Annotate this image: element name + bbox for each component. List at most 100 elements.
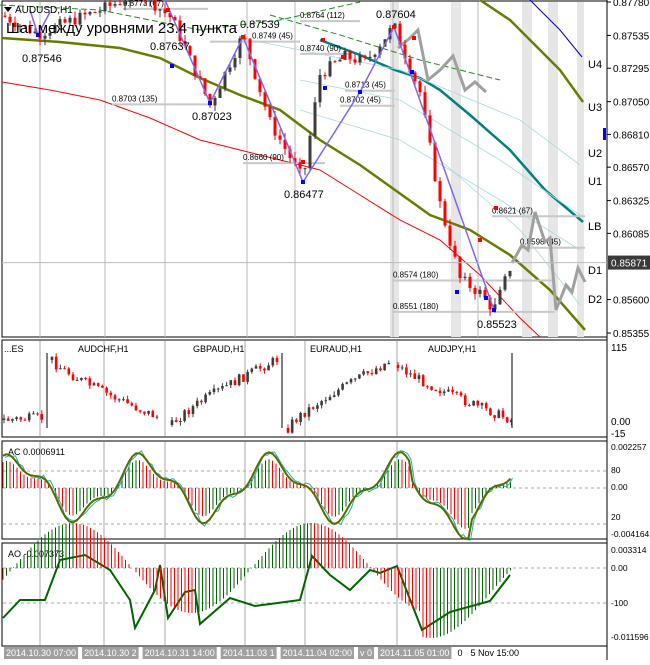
candle-body: [283, 139, 287, 149]
mini-candle-body: [463, 395, 467, 406]
high-marker-icon: [321, 38, 325, 42]
mini-candle-body: [11, 419, 14, 421]
candle-body: [223, 71, 227, 89]
mini-candle-body: [67, 368, 71, 375]
mini-candle-body: [328, 396, 332, 401]
mini-candle-body: [258, 366, 262, 369]
mini-candle-body: [316, 405, 319, 409]
candle-body: [13, 22, 17, 28]
candle-body: [163, 9, 167, 14]
mini-candle-body: [187, 410, 191, 414]
mini-candle-body: [413, 373, 417, 379]
mini-candle-body: [396, 365, 400, 368]
mini-candle-body: [324, 400, 328, 402]
candle-body: [438, 181, 442, 202]
zone-label-u1: U1: [588, 176, 602, 188]
candle-body: [68, 17, 72, 23]
low-marker-icon: [208, 101, 212, 105]
candle-body: [98, 11, 102, 13]
candle-body: [73, 17, 77, 25]
mini-candle-body: [438, 390, 442, 394]
mini-candle-body: [59, 368, 62, 370]
low-marker-icon: [170, 64, 174, 68]
mini-candle-body: [75, 379, 79, 381]
ac-signal-line: [4, 449, 513, 541]
mini-candle-body: [254, 366, 258, 369]
candle-body: [93, 11, 97, 13]
forecast-path-lower: [510, 211, 587, 311]
mini-candle-body: [510, 419, 513, 423]
ao-scale-label: 0.003314: [611, 545, 647, 555]
mini-candle-body: [366, 371, 370, 374]
mini-candle-body: [109, 392, 113, 396]
mini-candle-body: [370, 373, 374, 375]
mini-candle-body: [117, 399, 121, 401]
mini-candle-body: [311, 407, 315, 409]
candle-body: [448, 225, 452, 246]
mini-candle-body: [208, 391, 212, 395]
mini-candle-body: [442, 391, 446, 394]
mini-candle-body: [200, 400, 203, 403]
fan-line: [439, 159, 581, 306]
pair-label: GBPAUD,H1: [193, 344, 244, 354]
mini-candle-body: [204, 394, 207, 403]
zone-label-d2: D2: [588, 294, 602, 306]
mini-candle-body: [6, 418, 10, 421]
ao-scale-label: -0.011596: [611, 632, 649, 642]
candle-body: [298, 162, 302, 169]
mini-candle-body: [122, 399, 125, 401]
pairs-scale-label: 115: [611, 343, 627, 354]
mini-candle-body: [174, 420, 178, 423]
price-tick-label: 0.86085: [613, 229, 650, 240]
candle-body: [83, 12, 87, 15]
time-tick-label: v 0: [360, 648, 372, 658]
mini-candle-body: [237, 374, 241, 386]
mini-candle-body: [2, 418, 6, 420]
price-tick-label: 0.87050: [613, 98, 650, 109]
mini-candle-body: [23, 419, 27, 421]
candle-body: [288, 148, 292, 159]
candle-body: [483, 289, 487, 298]
candle-body: [413, 72, 417, 82]
price-level-label: 0.8598 (45): [520, 238, 561, 247]
mini-candle-body: [80, 377, 83, 380]
mini-candle-body: [299, 412, 302, 422]
candle-body: [88, 11, 92, 15]
mini-candle-body: [183, 410, 186, 421]
candle-body: [278, 135, 282, 140]
time-tick-label: 2014.11.04 02:00: [283, 648, 352, 658]
candle-body: [473, 287, 477, 294]
low-marker-icon: [323, 86, 327, 90]
candle-body: [373, 54, 377, 57]
candle-body: [63, 19, 67, 23]
price-tick-label: 0.86810: [613, 130, 650, 141]
mini-candle-body: [430, 386, 433, 390]
candle-body: [498, 289, 502, 305]
zone-label-u4: U4: [588, 59, 602, 71]
mini-candle-body: [417, 375, 421, 379]
mini-candle-body: [451, 389, 454, 392]
high-marker-icon: [494, 206, 498, 210]
high-marker-icon: [301, 160, 305, 164]
mini-candle-body: [286, 428, 290, 433]
candle-body: [53, 25, 57, 33]
swing-price-label: 0.86477: [284, 189, 324, 201]
channel-lower: [269, 14, 501, 81]
symbol-label[interactable]: AUDUSD,H1: [15, 5, 73, 16]
swing-price-label: 0.85523: [477, 319, 517, 331]
mini-candle-body: [84, 377, 87, 379]
mini-candle-body: [216, 388, 220, 390]
mini-candle-body: [337, 389, 340, 396]
mini-candle-body: [379, 368, 382, 371]
price-level-label: 0.8749 (45): [252, 32, 293, 41]
symbol-dropdown-icon[interactable]: [4, 7, 12, 12]
candle-body: [233, 58, 237, 68]
candle-body: [268, 106, 272, 118]
mini-candle-body: [493, 415, 496, 418]
mini-candle-body: [63, 368, 66, 370]
time-label-bg: [142, 647, 217, 659]
mini-candle-body: [19, 417, 23, 420]
mini-candle-body: [170, 420, 174, 425]
